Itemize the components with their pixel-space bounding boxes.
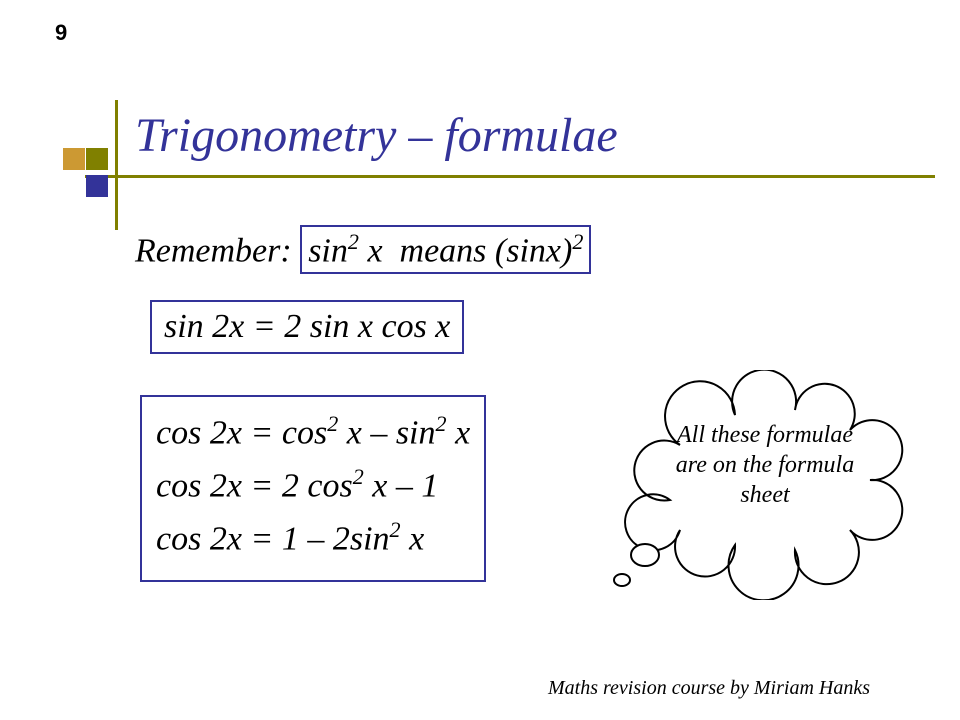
thought-cloud: All these formulae are on the formula sh… xyxy=(610,370,910,600)
cloud-text: All these formulae are on the formula sh… xyxy=(660,420,870,510)
remember-line: Remember: sin2 x means (sinx)2 xyxy=(135,225,591,274)
deco-square-olive xyxy=(86,148,108,170)
deco-square-tan xyxy=(63,148,85,170)
remember-box: sin2 x means (sinx)2 xyxy=(300,225,591,274)
horizontal-rule xyxy=(85,175,935,178)
cos-double-angle-box: cos 2x = cos2 x – sin2 xcos 2x = 2 cos2 … xyxy=(140,395,486,582)
page-title: Trigonometry – formulae xyxy=(135,108,618,163)
footer-credit: Maths revision course by Miriam Hanks xyxy=(548,677,870,700)
vertical-rule xyxy=(115,100,118,230)
page-number: 9 xyxy=(55,20,67,46)
sin-double-angle-box: sin 2x = 2 sin x cos x xyxy=(150,300,464,354)
remember-label: Remember: xyxy=(135,232,292,269)
deco-square-navy xyxy=(86,175,108,197)
